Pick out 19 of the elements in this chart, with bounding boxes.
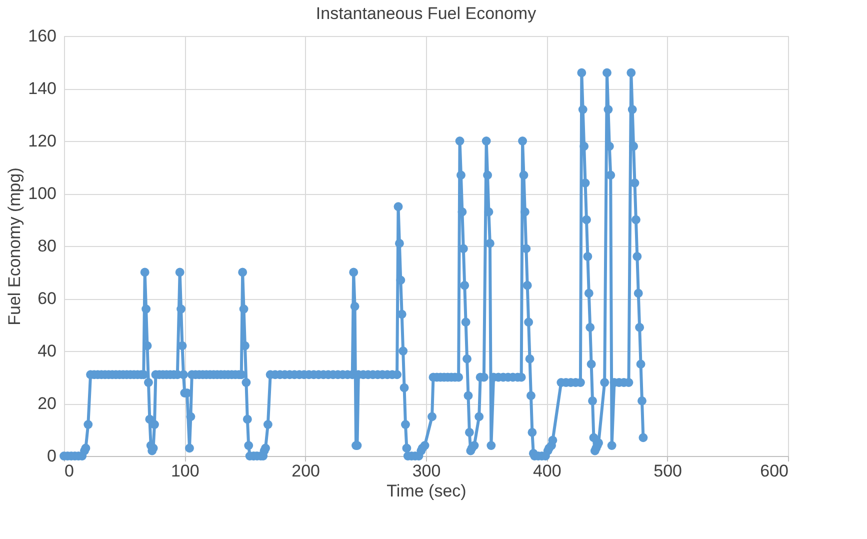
x-tick-label: 600: [760, 462, 788, 480]
chart-title: Instantaneous Fuel Economy: [316, 4, 537, 23]
y-tick-label: 160: [28, 26, 56, 46]
x-tick-label: 400: [532, 462, 562, 480]
x-tick-label: 500: [654, 462, 682, 480]
y-axis-title: Fuel Economy (mpg): [5, 168, 24, 326]
y-tick-label: 120: [28, 132, 56, 150]
y-tick-label: 0: [47, 446, 56, 466]
x-axis-title: Time (sec): [386, 482, 466, 500]
y-tick-label: 60: [38, 289, 56, 308]
x-tick-label: 100: [170, 462, 200, 480]
y-tick-label: 80: [38, 236, 56, 256]
x-tick-label: 300: [412, 462, 441, 480]
y-tick-label: 100: [28, 184, 56, 203]
y-tick-label: 40: [38, 342, 56, 360]
y-tick-label: 140: [28, 79, 56, 98]
x-tick-label: 200: [292, 462, 320, 480]
x-tick-label: 0: [64, 462, 74, 480]
y-tick-label: 20: [38, 394, 56, 413]
